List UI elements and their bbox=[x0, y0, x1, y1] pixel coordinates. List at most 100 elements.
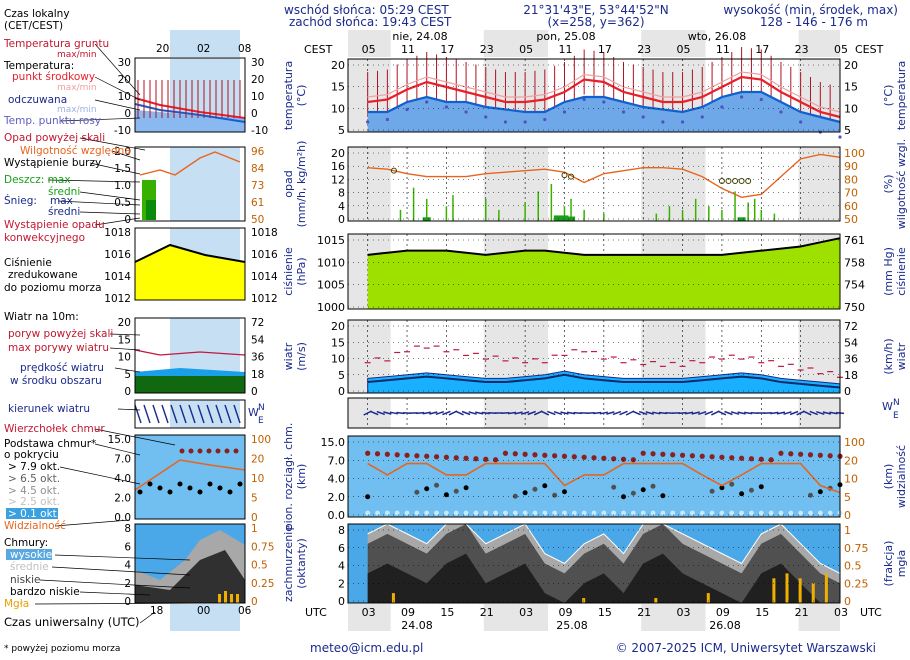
cloud-top-dot bbox=[483, 456, 489, 462]
cloud-base-low-dot bbox=[817, 510, 823, 516]
legend-utc-hour-3: 06 bbox=[238, 605, 252, 617]
cloud-top-dot bbox=[748, 456, 755, 462]
right-tick-precip: 70 bbox=[844, 187, 858, 200]
mini-left-tick-cloudbase: 4.0 bbox=[114, 473, 131, 485]
hour-utc-label: 09 bbox=[558, 606, 572, 619]
cloud-top-dot bbox=[463, 455, 469, 461]
mini-fog-bar bbox=[230, 594, 233, 603]
legend-oct-65: > 6.5 okt. bbox=[8, 473, 60, 485]
legend-leader-line bbox=[94, 217, 141, 226]
feels-like-line bbox=[367, 90, 841, 124]
fog-bar bbox=[582, 598, 586, 603]
mini-wind-arrow bbox=[179, 404, 187, 424]
temp-mid-line bbox=[367, 75, 841, 119]
storm-marker bbox=[390, 167, 397, 174]
cloud-top-dot bbox=[424, 453, 430, 459]
cloud-base-low-dot bbox=[365, 510, 371, 516]
cloud-top-dot bbox=[384, 451, 390, 457]
mini-cloud-top bbox=[188, 448, 194, 454]
mini-cloudbase-bg bbox=[135, 435, 245, 519]
wind-arrow bbox=[698, 410, 707, 416]
hour-cest-label: 11 bbox=[716, 43, 730, 56]
mini-gust bbox=[134, 349, 246, 356]
dewpoint-dot bbox=[720, 105, 724, 109]
cloud-base-low-dot bbox=[424, 510, 430, 516]
cloud-top-dot bbox=[561, 453, 568, 459]
right-tick-press: 754 bbox=[844, 279, 865, 292]
legend-snow-max: max bbox=[50, 195, 73, 207]
wind-arrow bbox=[789, 410, 799, 416]
legend-low: niskie bbox=[10, 574, 41, 586]
legend-rain-max: Deszcz: max bbox=[4, 174, 71, 186]
cloud-base-low-dot bbox=[463, 510, 469, 516]
time-axis-bottom: UTC UTC 24.08 25.08 26.08 bbox=[305, 606, 882, 632]
cloud-top-dot bbox=[640, 450, 646, 456]
mini-left-tick-press: 1018 bbox=[104, 227, 131, 239]
hour-utc-label: 15 bbox=[598, 606, 612, 619]
storm-marker bbox=[568, 173, 575, 180]
mini-left-tick-clouds: 2 bbox=[124, 578, 131, 590]
cloud-base-low-dot bbox=[581, 510, 587, 516]
mini-right-tick-cloudbase: 100 bbox=[251, 434, 271, 446]
cloud-base-low-dot bbox=[640, 510, 646, 516]
cloud-base-dot bbox=[552, 492, 558, 498]
hour-utc-label: 21 bbox=[795, 606, 809, 619]
hour-utc-label: 15 bbox=[440, 606, 454, 619]
legend-gust-over: poryw powyżej skali bbox=[8, 328, 113, 340]
mini-right-tick-cloudbase: 20 bbox=[251, 454, 264, 466]
mini-right-tick-precip: 84 bbox=[251, 163, 265, 175]
axis-title-left2-wind: (m/s) bbox=[295, 342, 308, 371]
wind-arrow bbox=[475, 411, 484, 415]
wind-arrow bbox=[809, 410, 819, 416]
mini-right-tick-precip: 96 bbox=[251, 146, 265, 158]
right-tick-press: 758 bbox=[844, 256, 865, 269]
legend-temp-mid: punkt środkowy bbox=[12, 71, 95, 83]
wind-arrow bbox=[422, 411, 431, 415]
mini-left-tick-press: 1012 bbox=[104, 293, 131, 305]
cloud-base-dot bbox=[512, 493, 518, 499]
axis-title-right2-temp: temperatura bbox=[895, 61, 908, 130]
right-tick-cloudbase: 100 bbox=[844, 436, 865, 449]
left-tick-precip: 8 bbox=[338, 187, 345, 200]
mini-right-tick-cloudbase: 0 bbox=[251, 512, 258, 524]
cloud-top-dot bbox=[719, 454, 725, 460]
dewpoint-dot bbox=[405, 107, 409, 112]
cest-label-right: CEST bbox=[855, 43, 884, 56]
cloud-base-low-dot bbox=[827, 510, 833, 516]
dewpoint-dot bbox=[661, 120, 665, 124]
cloud-base-dot bbox=[365, 494, 371, 500]
legend-utc-time: Czas uniwersalny (UTC) bbox=[4, 615, 140, 629]
legend-wind: Wiatr na 10m: bbox=[4, 311, 79, 323]
legend-local-time: Czas lokalny bbox=[4, 8, 70, 20]
legend-leader-line bbox=[111, 150, 141, 161]
legend-leader-line bbox=[94, 76, 141, 101]
legend-leader-line bbox=[79, 137, 146, 151]
cest-label-left: CEST bbox=[304, 43, 333, 56]
mini-cloud-top bbox=[179, 448, 185, 454]
legend-snow-avg: średni bbox=[48, 206, 80, 218]
mini-wind-arrow bbox=[215, 404, 223, 424]
cloud-base-dot bbox=[729, 481, 735, 487]
mini-cloud-base bbox=[137, 489, 143, 495]
day-bottom-3: 26.08 bbox=[709, 619, 741, 632]
wind-arrow bbox=[429, 411, 438, 415]
right-tick-cloudbase: 20 bbox=[844, 454, 858, 467]
right-tick-precip: 100 bbox=[844, 147, 865, 160]
legend-mid: średnie bbox=[10, 561, 49, 573]
cloud-base-dot bbox=[758, 484, 764, 490]
sunrise: wschód słońca: 05:29 CEST bbox=[284, 3, 449, 17]
mini-night-precip bbox=[170, 147, 240, 221]
mini-cloud-top bbox=[215, 448, 221, 454]
right-tick-cloudbase: 5 bbox=[844, 491, 851, 504]
cloud-top-dot bbox=[709, 454, 715, 460]
rain-avg-bar bbox=[567, 216, 576, 221]
mini-clouds-low bbox=[135, 550, 245, 603]
footer-email[interactable]: meteo@icm.edu.pl bbox=[310, 641, 423, 655]
cloud-top-dot bbox=[630, 457, 636, 463]
fog-bar bbox=[772, 578, 776, 603]
right-tick-wind: 54 bbox=[844, 336, 858, 349]
left-tick-wind: 10 bbox=[331, 353, 345, 366]
dewpoint-dot bbox=[740, 95, 744, 99]
cloud-base-dot bbox=[650, 483, 656, 489]
axis-title-left2-clouds: (oktanty) bbox=[295, 538, 308, 589]
